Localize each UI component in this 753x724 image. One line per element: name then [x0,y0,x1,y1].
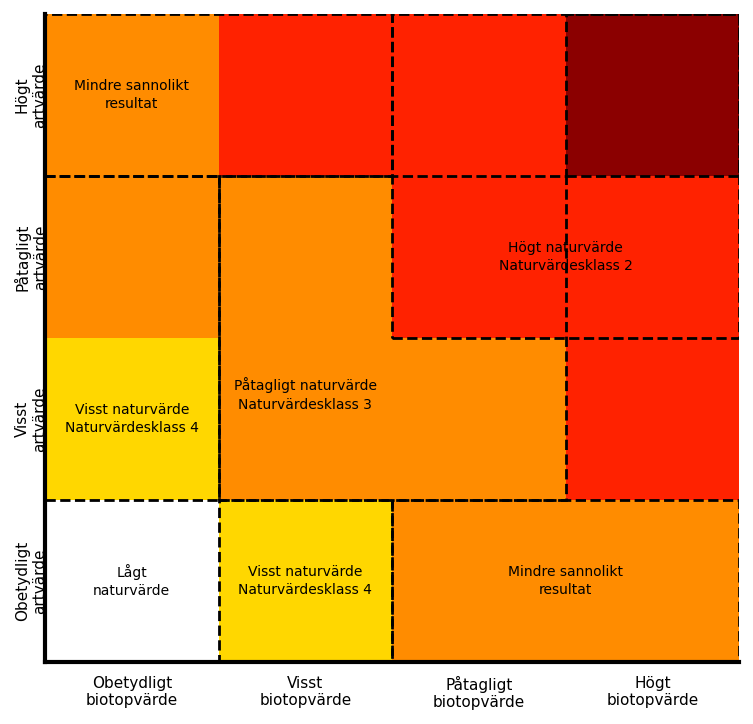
Bar [566,176,739,338]
Bar [218,14,392,176]
Bar [218,338,392,500]
Bar [218,500,392,662]
Bar [45,176,218,500]
Bar [566,14,739,176]
Bar [566,500,739,662]
Bar [566,338,739,500]
Text: Mindre sannolikt
resultat: Mindre sannolikt resultat [508,565,623,597]
Bar [392,14,566,176]
Text: Mindre sannolikt
resultat: Mindre sannolikt resultat [75,79,189,111]
Bar [45,14,392,176]
Bar [45,14,218,176]
Bar [218,176,566,500]
Text: Lågt
naturvärde: Lågt naturvärde [93,564,170,598]
Text: Visst naturvärde
Naturvärdesklass 4: Visst naturvärde Naturvärdesklass 4 [239,565,372,597]
Text: Påtagligt naturvärde
Naturvärdesklass 3: Påtagligt naturvärde Naturvärdesklass 3 [233,377,376,412]
Bar [392,338,566,500]
Bar [392,14,739,338]
Bar [45,338,218,500]
Bar [392,500,739,662]
Bar [566,14,739,176]
Bar [218,176,392,338]
Text: Högt naturvärde
Naturvärdesklass 2: Högt naturvärde Naturvärdesklass 2 [498,240,633,273]
Bar [45,176,218,338]
Bar [392,500,566,662]
Bar [45,500,218,662]
Text: Högsta naturvärde
Naturvärdesklass 1: Högsta naturvärde Naturvärdesklass 1 [585,70,719,103]
Bar [218,500,392,662]
Bar [392,176,566,338]
Text: Visst naturvärde
Naturvärdesklass 4: Visst naturvärde Naturvärdesklass 4 [65,403,199,435]
